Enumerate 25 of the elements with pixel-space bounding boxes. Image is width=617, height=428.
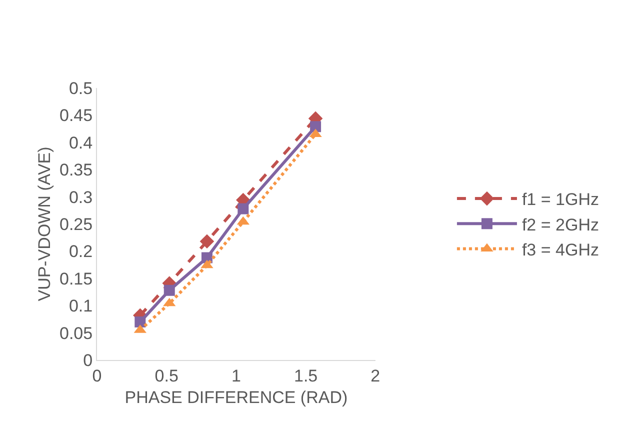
point xyxy=(310,121,322,132)
x-tick-label: 2 xyxy=(370,366,380,386)
y-axis-title: VUP-VDOWN (AVE) xyxy=(35,146,54,302)
y-tick-label: 0.05 xyxy=(60,324,93,343)
x-tick-label: 1 xyxy=(231,366,241,386)
x-axis-title: PHASE DIFFERENCE (RAD) xyxy=(124,388,348,407)
point xyxy=(238,203,249,214)
y-tick-label: 0.1 xyxy=(68,296,93,316)
point xyxy=(134,316,146,328)
point xyxy=(164,284,175,296)
legend-label: f3 = 4GHz xyxy=(522,240,599,260)
y-tick-label: 0.35 xyxy=(60,160,93,180)
y-tick-label: 0.25 xyxy=(60,214,93,234)
x-tick-label: 1.5 xyxy=(294,366,318,386)
legend-label: f1 = 1GHz xyxy=(522,190,599,210)
point xyxy=(200,234,214,249)
y-tick-label: 0.3 xyxy=(68,188,93,207)
y-tick-label: 0.4 xyxy=(68,133,93,152)
y-tick-label: 0.5 xyxy=(68,78,93,98)
y-tick-label: 0.2 xyxy=(68,242,93,262)
x-tick-label: 0.5 xyxy=(154,366,178,386)
y-tick-label: 0.45 xyxy=(60,106,93,126)
y-tick-label: 0.15 xyxy=(60,269,93,288)
legend-label: f2 = 2GHz xyxy=(522,215,599,234)
y-tick-label: 0 xyxy=(83,350,93,370)
